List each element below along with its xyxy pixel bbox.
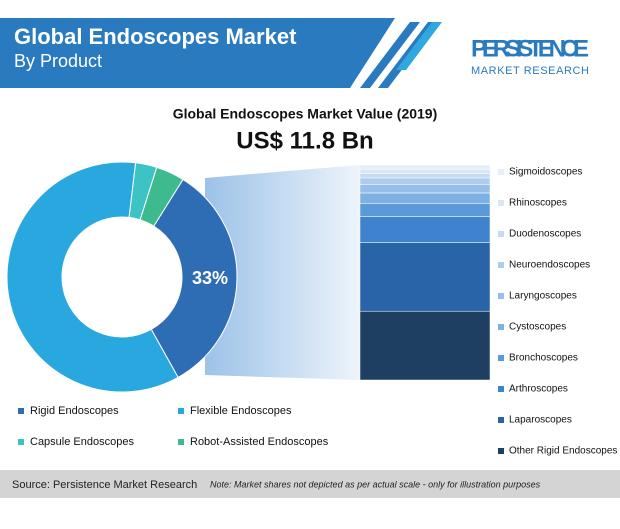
legend-marker: [498, 417, 504, 423]
legend-label: Duodenoscopes: [509, 229, 581, 240]
stripe: [396, 22, 442, 70]
header-banner: [0, 18, 395, 88]
bar-segment: [359, 177, 491, 185]
legend-label: Capsule Endoscopes: [30, 436, 134, 448]
legend-label: Neuroendoscopes: [509, 260, 590, 271]
legend-marker: [498, 386, 504, 392]
bar-segment: [359, 184, 491, 194]
legend-marker: [498, 231, 504, 237]
bar-segment: [359, 203, 491, 217]
legend-marker: [498, 324, 504, 330]
legend-label: Flexible Endoscopes: [190, 405, 292, 417]
bar-segment: [359, 173, 491, 179]
bar-segment: [359, 164, 491, 170]
data-label: 33%: [192, 268, 228, 288]
legend-marker: [498, 262, 504, 268]
header-subtitle: By Product: [14, 51, 102, 71]
legend-label: Robot-Assisted Endoscopes: [190, 436, 329, 448]
bar-segment: [359, 310, 491, 381]
bar-segment: [359, 169, 491, 174]
chart-title: Global Endoscopes Market Value (2019): [173, 106, 438, 122]
legend-label: Other Rigid Endoscopes: [509, 446, 617, 457]
logo-tagline: MARKET RESEARCH: [471, 65, 589, 77]
legend-marker: [498, 293, 504, 299]
legend-label: Sigmoidoscopes: [509, 167, 582, 178]
connector: [205, 165, 360, 380]
bar-segment: [359, 216, 491, 243]
legend-label: Laryngoscopes: [509, 291, 577, 302]
legend-label: Rigid Endoscopes: [30, 405, 119, 417]
stripe: [360, 22, 420, 88]
legend-marker: [178, 408, 184, 414]
legend-label: Rhinoscopes: [509, 198, 567, 209]
legend-marker: [498, 355, 504, 361]
legend-marker: [178, 439, 184, 445]
footer-note: Note: Market shares not depicted as per …: [210, 479, 541, 489]
donut-segment: [6, 161, 179, 393]
legend-label: Laparoscopes: [509, 415, 572, 426]
logo-name: PERSISTENCE: [471, 35, 589, 62]
legend-label: Cystoscopes: [509, 322, 566, 333]
footer-source: Source: Persistence Market Research: [12, 479, 197, 491]
footer-bar: [0, 470, 620, 498]
legend-marker: [18, 439, 24, 445]
bar-segment: [359, 192, 491, 204]
header-title: Global Endoscopes Market: [14, 24, 297, 49]
legend-marker: [498, 448, 504, 454]
donut-segment: [150, 178, 238, 379]
legend-label: Arthroscopes: [509, 384, 568, 395]
legend-marker: [498, 169, 504, 175]
legend-label: Bronchoscopes: [509, 353, 578, 364]
chart-subtitle: US$ 11.8 Bn: [236, 127, 373, 154]
bar-segment: [359, 242, 491, 312]
donut-segment: [139, 166, 184, 227]
legend-marker: [18, 408, 24, 414]
legend-marker: [498, 200, 504, 206]
